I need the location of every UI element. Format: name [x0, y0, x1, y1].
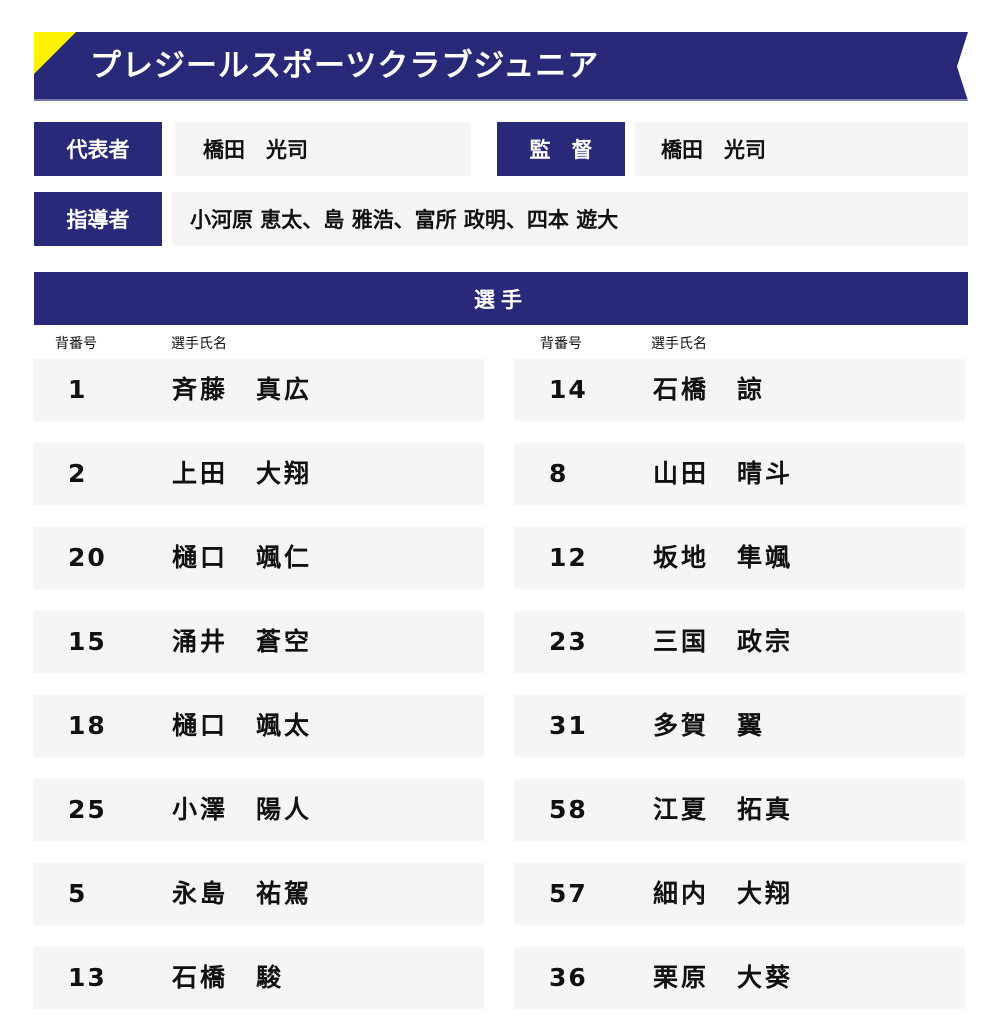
player-name: 多賀 翼	[653, 711, 766, 740]
player-name: 小澤 陽人	[172, 795, 313, 824]
player-number: 12	[549, 543, 588, 572]
player-name: 上田 大翔	[172, 459, 313, 488]
player-row: 23 三国 政宗	[514, 611, 965, 673]
player-name: 三国 政宗	[653, 627, 794, 656]
player-number: 36	[549, 963, 588, 992]
player-name: 永島 祐駕	[172, 879, 313, 908]
player-name: 江夏 拓真	[653, 795, 794, 824]
manager-name: 橋田 光司	[635, 122, 968, 176]
player-row: 20 樋口 颯仁	[33, 527, 484, 589]
coaches-label: 指導者	[34, 192, 162, 246]
manager-label: 監 督	[497, 122, 625, 176]
number-header-right: 背番号	[540, 336, 582, 352]
player-name: 石橋 諒	[653, 375, 766, 404]
yellow-corner-accent	[34, 32, 76, 74]
player-number: 23	[549, 627, 588, 656]
player-number: 8	[549, 459, 569, 488]
players-heading: 選手	[34, 272, 968, 325]
player-row: 1 斉藤 真広	[33, 359, 484, 421]
player-number: 18	[68, 711, 107, 740]
coaches-names: 小河原 恵太、島 雅浩、富所 政明、四本 遊大	[172, 192, 968, 246]
player-row: 2 上田 大翔	[33, 443, 484, 505]
representative-label: 代表者	[34, 122, 162, 176]
player-number: 13	[68, 963, 107, 992]
player-number: 58	[549, 795, 588, 824]
player-number: 31	[549, 711, 588, 740]
player-number: 15	[68, 627, 107, 656]
player-number: 57	[549, 879, 588, 908]
player-number: 14	[549, 375, 588, 404]
name-header-left: 選手氏名	[171, 336, 227, 352]
player-number: 2	[68, 459, 88, 488]
player-name: 石橋 駿	[172, 963, 285, 992]
player-name: 樋口 颯太	[172, 711, 313, 740]
representative-name: 橋田 光司	[175, 122, 471, 176]
player-row: 15 涌井 蒼空	[33, 611, 484, 673]
player-name: 斉藤 真広	[172, 375, 313, 404]
player-number: 1	[68, 375, 88, 404]
player-row: 5 永島 祐駕	[33, 863, 484, 925]
player-name: 細内 大翔	[653, 879, 794, 908]
player-row: 12 坂地 隼颯	[514, 527, 965, 589]
player-row: 58 江夏 拓真	[514, 779, 965, 841]
team-title: プレジールスポーツクラブジュニア	[90, 48, 600, 84]
player-row: 18 樋口 颯太	[33, 695, 484, 757]
player-row: 14 石橋 諒	[514, 359, 965, 421]
player-number: 5	[68, 879, 88, 908]
player-row: 57 細内 大翔	[514, 863, 965, 925]
player-row: 36 栗原 大葵	[514, 947, 965, 1009]
player-number: 25	[68, 795, 107, 824]
player-name: 栗原 大葵	[653, 963, 794, 992]
player-row: 31 多賀 翼	[514, 695, 965, 757]
player-row: 13 石橋 駿	[33, 947, 484, 1009]
player-name: 樋口 颯仁	[172, 543, 313, 572]
player-row: 25 小澤 陽人	[33, 779, 484, 841]
team-title-banner: プレジールスポーツクラブジュニア	[34, 32, 968, 101]
player-name: 坂地 隼颯	[653, 543, 794, 572]
player-number: 20	[68, 543, 107, 572]
player-row: 8 山田 晴斗	[514, 443, 965, 505]
number-header-left: 背番号	[55, 336, 97, 352]
player-name: 山田 晴斗	[653, 459, 794, 488]
name-header-right: 選手氏名	[651, 336, 707, 352]
player-name: 涌井 蒼空	[172, 627, 313, 656]
